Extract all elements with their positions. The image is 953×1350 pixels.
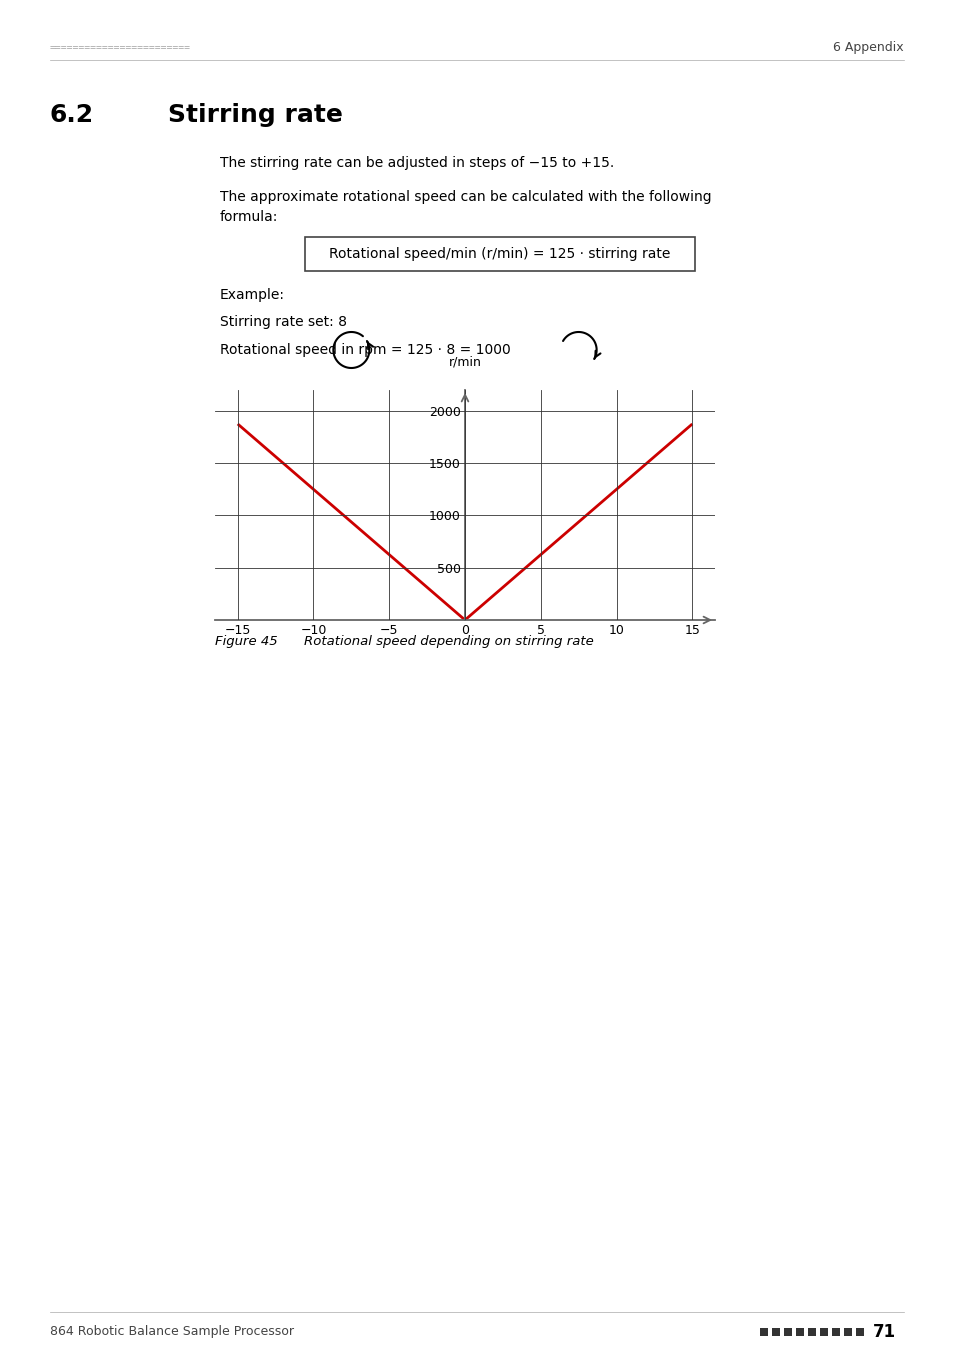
Bar <box>783 1328 791 1336</box>
Bar <box>305 238 695 271</box>
Text: r/min: r/min <box>448 355 481 369</box>
Bar <box>831 1328 840 1336</box>
Text: 6.2: 6.2 <box>50 103 94 127</box>
Text: 71: 71 <box>872 1323 895 1341</box>
Text: Rotational speed/min (r/min) = 125 · stirring rate: Rotational speed/min (r/min) = 125 · sti… <box>329 247 670 261</box>
Text: Stirring rate: Stirring rate <box>168 103 342 127</box>
Text: Rotational speed in rpm = 125 · 8 = 1000: Rotational speed in rpm = 125 · 8 = 1000 <box>220 343 510 356</box>
Text: formula:: formula: <box>220 211 278 224</box>
Bar <box>795 1328 803 1336</box>
Text: ========================: ======================== <box>50 43 191 53</box>
Text: The approximate rotational speed can be calculated with the following: The approximate rotational speed can be … <box>220 190 711 204</box>
Bar <box>843 1328 851 1336</box>
Text: Stirring rate set: 8: Stirring rate set: 8 <box>220 315 347 329</box>
Text: Rotational speed depending on stirring rate: Rotational speed depending on stirring r… <box>287 636 593 648</box>
Text: 6 Appendix: 6 Appendix <box>833 42 903 54</box>
Bar <box>855 1328 863 1336</box>
Bar <box>820 1328 827 1336</box>
Text: Example:: Example: <box>220 288 285 302</box>
Text: The stirring rate can be adjusted in steps of −15 to +15.: The stirring rate can be adjusted in ste… <box>220 157 614 170</box>
Bar <box>771 1328 780 1336</box>
Text: 864 Robotic Balance Sample Processor: 864 Robotic Balance Sample Processor <box>50 1326 294 1338</box>
Bar <box>807 1328 815 1336</box>
Text: Figure 45: Figure 45 <box>214 636 277 648</box>
Bar <box>760 1328 767 1336</box>
